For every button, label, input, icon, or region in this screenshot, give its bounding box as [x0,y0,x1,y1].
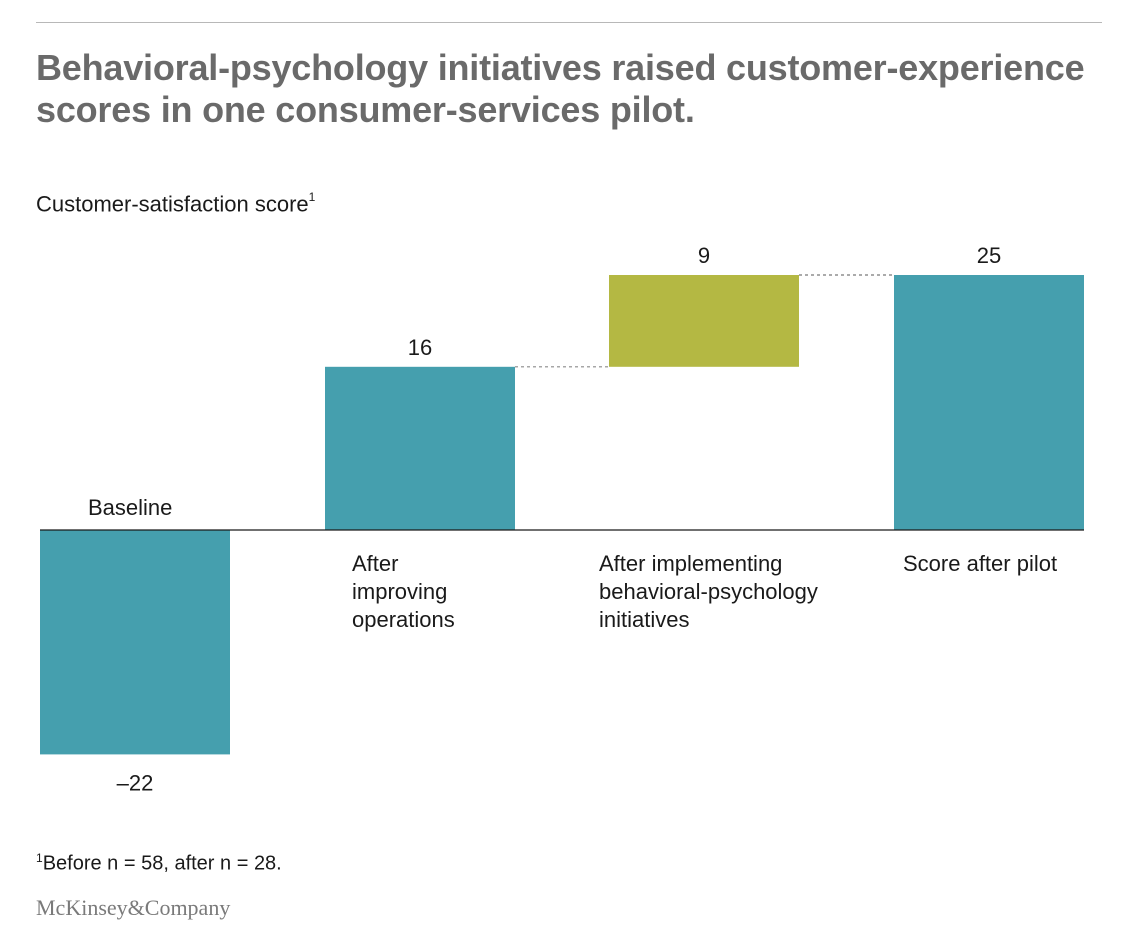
category-label-2-line-2: improving [352,579,447,604]
bar-2 [325,366,515,530]
bar-3 [609,275,799,367]
category-label-4-line-1: Score after pilot [903,551,1057,576]
footnote: 1Before n = 58, after n = 28. [36,845,282,877]
mckinsey-logo: McKinsey&Company [36,895,231,920]
footnote-text: Before n = 58, after n = 28. [42,852,282,875]
category-label-2-line-1: After [352,551,398,576]
subtitle-text: Customer-satisfaction score [36,191,309,217]
category-label-1-line-1: Baseline [88,495,172,520]
footnote-marker: 1 [36,851,43,865]
value-label-4: 25 [977,243,1001,268]
bar-1 [40,530,230,755]
chart-title: Behavioral-psychology initiatives raised… [36,47,1085,130]
category-label-3-line-1: After implementing [599,551,782,576]
value-label-1: –22 [117,770,154,795]
category-label-3-line-2: behavioral-psychology [599,579,818,604]
subtitle-footnote-marker: 1 [308,190,316,204]
chart-subtitle: Customer-satisfaction score1 [36,185,315,218]
value-label-3: 9 [698,243,710,268]
value-label-2: 16 [408,335,432,360]
top-rule [36,22,1102,23]
category-label-2-line-3: operations [352,607,455,632]
bar-4 [894,275,1084,530]
category-label-3-line-3: initiatives [599,607,689,632]
